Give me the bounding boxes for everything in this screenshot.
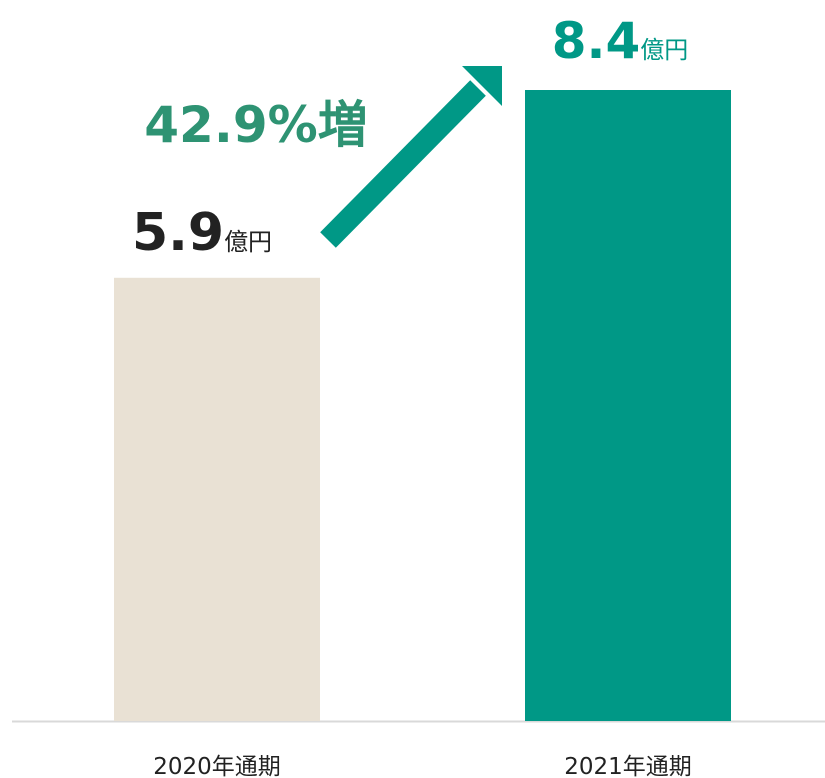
value-number: 8.4 bbox=[552, 12, 641, 70]
value-label: 8.4億円 bbox=[552, 12, 689, 70]
growth-arrow bbox=[320, 66, 502, 248]
x-tick-label: 2020年通期 bbox=[153, 754, 281, 778]
bar bbox=[525, 90, 731, 721]
value-unit: 億円 bbox=[224, 228, 272, 256]
bar bbox=[114, 277, 320, 721]
value-unit: 億円 bbox=[640, 36, 688, 64]
growth-annotation: 42.9%増 bbox=[144, 96, 367, 154]
value-label: 5.9億円 bbox=[132, 203, 272, 263]
value-number: 5.9 bbox=[132, 203, 224, 263]
x-tick-label: 2021年通期 bbox=[564, 754, 692, 778]
